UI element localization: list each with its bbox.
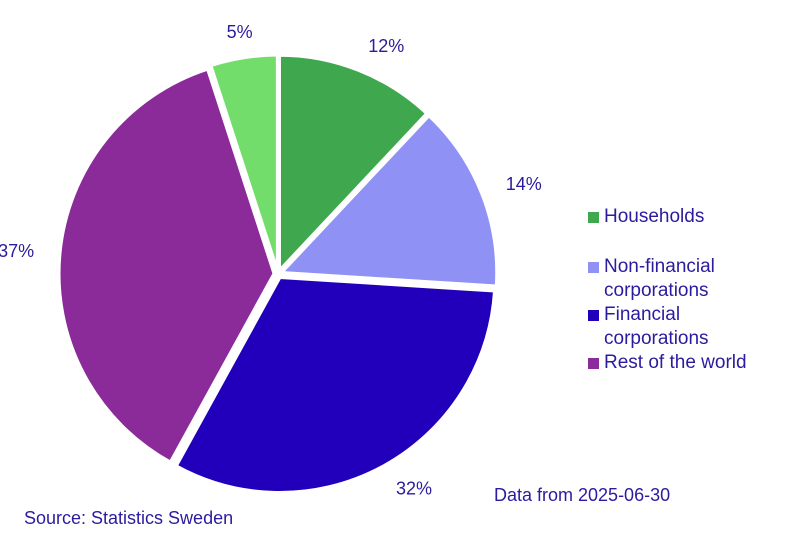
pie-slice-rest-of-the-world (57, 67, 276, 465)
data-date-note: Data from 2025-06-30 (494, 485, 671, 505)
legend-label-rest-of-the-world: Rest of the world (604, 352, 747, 373)
legend-swatch-financial-corporations (588, 310, 599, 321)
pie-slice-unlabeled (209, 53, 279, 271)
slice-value-label: 32% (396, 479, 432, 499)
legend-item-households: Households (588, 205, 803, 229)
legend-label-households: Households (604, 206, 705, 227)
legend-swatch-households (588, 212, 599, 223)
pie-slice-non-financial-corporations (278, 113, 499, 288)
legend-label-non-financial-corporations: Non-financial corporations (604, 256, 715, 301)
legend-swatch-rest-of-the-world (588, 358, 599, 369)
legend-item-non-financial-corporations: Non-financial corporations (588, 255, 738, 303)
pie-slice-households (277, 53, 429, 275)
legend-label-financial-corporations: Financial corporations (604, 304, 709, 349)
legend-item-rest-of-the-world: Rest of the world (588, 351, 803, 375)
slice-value-label: 12% (368, 36, 404, 56)
legend-swatch-non-financial-corporations (588, 262, 599, 273)
pie-slice-financial-corporations (174, 275, 497, 495)
legend-item-financial-corporations: Financial corporations (588, 303, 738, 351)
slice-value-label: 14% (506, 174, 542, 194)
slice-value-label: 5% (227, 22, 253, 42)
slice-value-label: 37% (0, 241, 34, 261)
source-note: Source: Statistics Sweden (24, 508, 234, 528)
legend: Households Non-financial corporations Fi… (588, 205, 803, 375)
